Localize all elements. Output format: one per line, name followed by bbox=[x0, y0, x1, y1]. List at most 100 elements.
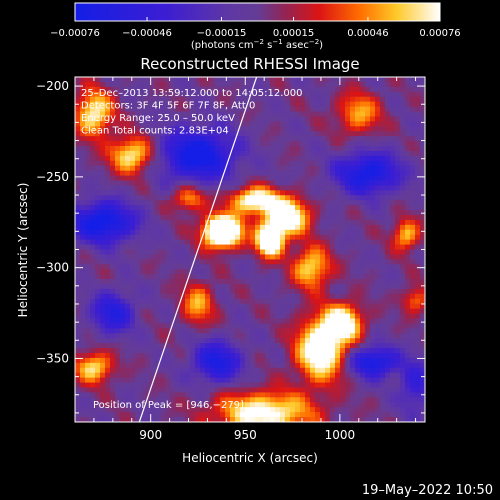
heatmap-cell bbox=[130, 249, 136, 256]
heatmap-cell bbox=[320, 185, 326, 191]
heatmap-cell bbox=[300, 150, 306, 157]
heatmap-cell bbox=[215, 397, 221, 403]
heatmap-cell bbox=[75, 160, 81, 167]
heatmap-cell bbox=[400, 328, 406, 334]
heatmap-cell bbox=[230, 392, 236, 398]
heatmap-cell bbox=[405, 348, 411, 354]
heatmap-cell bbox=[290, 141, 296, 147]
heatmap-cell bbox=[100, 165, 106, 172]
heatmap-cell bbox=[120, 343, 126, 349]
heatmap-cell bbox=[105, 111, 111, 118]
heatmap-cell bbox=[230, 407, 236, 413]
heatmap-cell bbox=[90, 387, 96, 394]
heatmap-cell bbox=[350, 308, 356, 315]
heatmap-cell bbox=[120, 121, 126, 127]
heatmap-cell bbox=[260, 146, 266, 152]
heatmap-cell bbox=[255, 259, 261, 265]
heatmap-cell bbox=[410, 126, 416, 132]
heatmap-cell bbox=[345, 86, 351, 93]
heatmap-cell bbox=[330, 387, 336, 394]
heatmap-cell bbox=[275, 313, 281, 320]
heatmap-cell bbox=[195, 229, 201, 236]
heatmap-cell bbox=[95, 210, 101, 216]
heatmap-cell bbox=[410, 387, 416, 394]
heatmap-cell bbox=[370, 313, 376, 320]
heatmap-cell bbox=[360, 274, 366, 280]
heatmap-cell bbox=[155, 200, 161, 206]
heatmap-cell bbox=[295, 357, 301, 364]
heatmap-cell bbox=[140, 146, 146, 152]
heatmap-cell bbox=[195, 165, 201, 172]
heatmap-cell bbox=[340, 382, 346, 389]
heatmap-cell bbox=[395, 333, 401, 339]
heatmap-cell bbox=[335, 215, 341, 221]
heatmap-cell bbox=[180, 264, 186, 270]
heatmap-cell bbox=[205, 150, 211, 157]
heatmap-cell bbox=[175, 392, 181, 398]
heatmap-cell bbox=[355, 96, 361, 103]
heatmap-cell bbox=[230, 141, 236, 147]
heatmap-cell bbox=[355, 86, 361, 93]
heatmap-cell bbox=[230, 382, 236, 389]
heatmap-cell bbox=[410, 254, 416, 260]
heatmap-cell bbox=[160, 121, 166, 127]
heatmap-cell bbox=[235, 412, 241, 418]
heatmap-cell bbox=[160, 397, 166, 403]
heatmap-cell bbox=[155, 86, 161, 93]
heatmap-cell bbox=[295, 190, 301, 196]
heatmap-cell bbox=[420, 259, 425, 265]
heatmap-cell bbox=[260, 362, 266, 369]
heatmap-cell bbox=[100, 293, 106, 300]
heatmap-cell bbox=[410, 175, 416, 182]
heatmap-cell bbox=[230, 131, 236, 137]
heatmap-cell bbox=[80, 155, 86, 162]
heatmap-cell bbox=[100, 313, 106, 320]
heatmap-cell bbox=[170, 254, 176, 260]
heatmap-cell bbox=[400, 269, 406, 275]
heatmap-cell bbox=[375, 101, 381, 108]
heatmap-cell bbox=[285, 343, 291, 349]
heatmap-cell bbox=[140, 357, 146, 364]
heatmap-cell bbox=[135, 357, 141, 364]
heatmap-cell bbox=[130, 101, 136, 108]
heatmap-cell bbox=[180, 333, 186, 339]
heatmap-cell bbox=[400, 111, 406, 118]
heatmap-cell bbox=[370, 293, 376, 300]
heatmap-cell bbox=[340, 353, 346, 359]
heatmap-cell bbox=[245, 106, 251, 113]
heatmap-cell bbox=[420, 367, 425, 374]
heatmap-cell bbox=[265, 412, 271, 418]
heatmap-cell bbox=[160, 412, 166, 418]
heatmap-cell bbox=[420, 254, 425, 260]
heatmap-cell bbox=[310, 323, 316, 329]
heatmap-cell bbox=[325, 387, 331, 394]
heatmap-cell bbox=[80, 234, 86, 241]
heatmap-cell bbox=[320, 402, 326, 408]
heatmap-cell bbox=[315, 323, 321, 329]
heatmap-cell bbox=[285, 244, 291, 251]
heatmap-cell bbox=[165, 136, 171, 142]
heatmap-cell bbox=[225, 308, 231, 315]
heatmap-cell bbox=[265, 318, 271, 325]
heatmap-cell bbox=[340, 116, 346, 122]
heatmap-cell bbox=[110, 308, 116, 315]
heatmap-cell bbox=[340, 264, 346, 270]
heatmap-cell bbox=[200, 219, 206, 226]
heatmap-cell bbox=[240, 382, 246, 389]
heatmap-cell bbox=[345, 392, 351, 398]
heatmap-cell bbox=[340, 293, 346, 300]
heatmap-cell bbox=[335, 274, 341, 280]
heatmap-cell bbox=[150, 298, 156, 305]
heatmap-cell bbox=[240, 318, 246, 325]
heatmap-cell bbox=[190, 392, 196, 398]
heatmap-cell bbox=[315, 150, 321, 157]
heatmap-cell bbox=[360, 200, 366, 206]
heatmap-cell bbox=[285, 397, 291, 403]
heatmap-cell bbox=[375, 333, 381, 339]
heatmap-cell bbox=[125, 343, 131, 349]
heatmap-cell bbox=[185, 313, 191, 320]
heatmap-cell bbox=[365, 377, 371, 384]
heatmap-cell bbox=[265, 170, 271, 177]
heatmap-cell bbox=[310, 77, 316, 83]
heatmap-cell bbox=[210, 343, 216, 349]
